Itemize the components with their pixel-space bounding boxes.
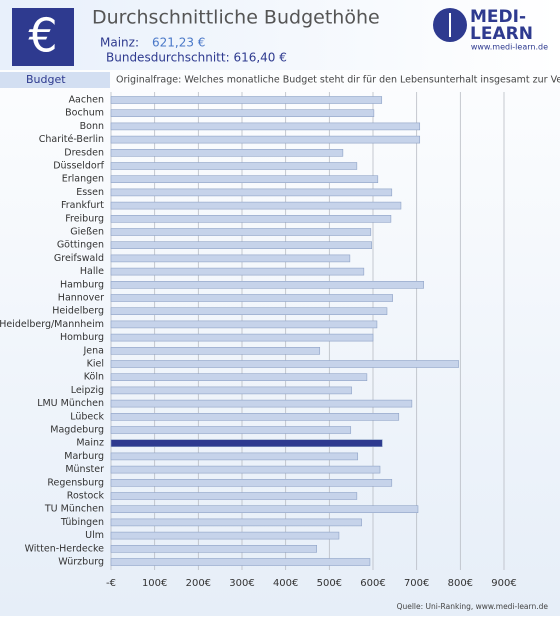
y-tick-label: Essen (76, 187, 104, 198)
x-tick-label: 700€ (404, 578, 429, 589)
y-tick-label: Düsseldorf (53, 161, 104, 172)
bar (110, 452, 359, 461)
x-tick-label: -€ (106, 578, 116, 589)
y-tick-label: Ulm (85, 530, 104, 541)
bar (110, 412, 400, 421)
bar (110, 201, 402, 210)
bar (110, 465, 381, 474)
y-tick-label: Köln (84, 372, 104, 383)
y-tick-label: Hannover (58, 293, 104, 304)
bar (110, 135, 421, 144)
bar (110, 505, 419, 514)
bar (110, 492, 358, 500)
y-tick-label: Witten-Herdecke (25, 543, 105, 554)
section-bg (0, 72, 110, 88)
bar (110, 360, 459, 368)
logo-text: LEARN (470, 24, 533, 44)
y-tick-label: Regensburg (47, 477, 104, 488)
bar (110, 346, 321, 355)
y-tick-label: Halle (80, 266, 104, 277)
bar (110, 333, 374, 342)
logo-url: www.medi-learn.de (471, 43, 548, 52)
y-tick-label: Leipzig (71, 385, 104, 396)
x-tick-label: 500€ (317, 578, 342, 589)
mainz-label: Mainz: (100, 36, 139, 50)
header-bg (0, 0, 560, 70)
y-tick-label: Göttingen (57, 240, 104, 251)
x-tick-label: 200€ (186, 578, 211, 589)
y-tick-label: Heidelberg/Mannheim (0, 319, 104, 330)
bar (110, 280, 424, 289)
y-tick-label: Bochum (65, 108, 104, 119)
y-tick-label: Frankfurt (61, 200, 104, 211)
bar (110, 109, 375, 117)
y-tick-label: Aachen (69, 95, 104, 106)
bar (110, 478, 393, 487)
average: Bundesdurchschnitt: 616,40 € (106, 51, 287, 65)
bar (110, 228, 372, 236)
y-tick-label: TU München (44, 504, 104, 515)
y-tick-label: Bonn (80, 121, 104, 132)
bar (110, 531, 340, 540)
y-tick-label: Heidelberg (52, 306, 104, 317)
y-tick-label: Münster (65, 464, 104, 475)
y-tick-label: Würzburg (58, 557, 104, 568)
x-tick-label: 300€ (229, 578, 254, 589)
y-tick-label: Dresden (64, 147, 104, 158)
bar (110, 320, 378, 329)
y-tick-label: Charité-Berlin (39, 134, 104, 145)
section-label: Budget (26, 73, 66, 86)
bar (110, 307, 388, 316)
bar (110, 518, 362, 527)
y-tick-label: Erlangen (62, 174, 104, 185)
y-tick-label: Tübingen (60, 517, 104, 528)
question: Originalfrage: Welches monatliche Budget… (116, 75, 560, 86)
y-tick-label: Hamburg (60, 279, 104, 290)
bar (110, 188, 393, 197)
bar (110, 241, 372, 249)
x-tick-label: 600€ (360, 578, 385, 589)
y-tick-label: Freiburg (65, 213, 104, 224)
x-tick-label: 900€ (491, 578, 516, 589)
bar (110, 215, 392, 223)
icon: € (28, 9, 57, 63)
y-tick-label: LMU München (37, 398, 104, 409)
source: Quelle: Uni-Ranking, www.medi-learn.de (397, 602, 549, 611)
icon-box (12, 8, 74, 66)
y-tick-label: Magdeburg (50, 425, 104, 436)
y-tick-label: Greifswald (54, 253, 104, 264)
y-tick-label: Lübeck (70, 411, 104, 422)
x-tick-label: 100€ (142, 578, 167, 589)
bar (110, 267, 365, 276)
y-tick-label: Mainz (76, 438, 104, 449)
mainz-value: 621,23 € (152, 36, 205, 50)
x-tick-label: 400€ (273, 578, 298, 589)
y-tick-label: Rostock (67, 491, 105, 502)
y-tick-label: Jena (83, 345, 105, 356)
bar (110, 175, 379, 183)
bar (110, 149, 344, 157)
bar (110, 386, 352, 395)
y-tick-label: Gießen (70, 227, 104, 238)
bar (110, 96, 383, 104)
bar (110, 162, 358, 170)
bar (110, 254, 351, 263)
bar (110, 426, 352, 434)
bar (110, 439, 383, 448)
y-tick-label: Marburg (64, 451, 104, 462)
logo-text: MEDI- (470, 7, 526, 27)
y-tick-label: Kiel (87, 359, 104, 370)
title: Durchschnittliche Budgethöhe (92, 7, 380, 29)
bar (110, 373, 368, 382)
x-tick-label: 800€ (448, 578, 473, 589)
bar (110, 122, 421, 131)
bar (110, 558, 371, 566)
bar (110, 544, 317, 553)
bar (110, 294, 393, 302)
bar (110, 399, 413, 408)
y-tick-label: Homburg (60, 332, 104, 343)
